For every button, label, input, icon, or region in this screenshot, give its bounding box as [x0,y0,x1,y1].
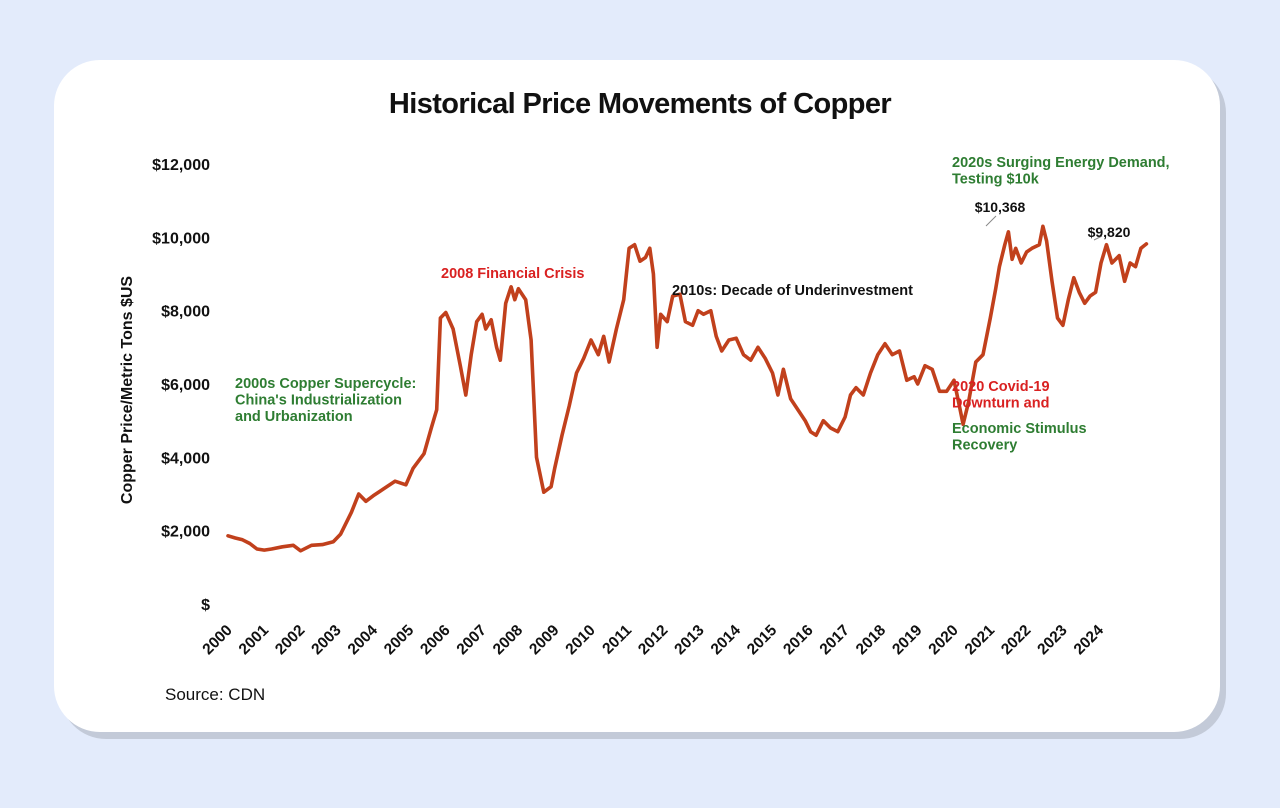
value-label-leader [985,215,997,227]
value-label: $10,368 [975,199,1026,215]
x-tick-label: 2014 [708,622,745,659]
x-tick-label: 2000 [199,622,235,658]
value-label-leader [1093,235,1103,241]
annotation-text: Downturn and [952,396,1049,412]
x-tick-label: 2003 [308,622,345,659]
x-tick-label: 2009 [526,622,563,659]
x-tick-label: 2011 [599,622,635,658]
x-tick-label: 2017 [817,622,853,658]
x-tick-label: 2010 [562,622,598,658]
x-tick-label: 2004 [345,622,382,659]
x-tick-label: 2018 [853,622,890,659]
x-tick-label: 2024 [1071,622,1108,659]
y-tick-label: $2,000 [161,524,210,541]
x-tick-label: 2012 [635,622,671,658]
annotation-text: 2020s Surging Energy Demand, [952,155,1170,171]
y-tick-label: $4,000 [161,450,210,467]
annotation-text: 2000s Copper Supercycle: [235,376,416,392]
annotation-text: China's Industrialization [235,393,402,409]
x-tick-label: 2002 [272,622,308,658]
x-tick-label: 2001 [236,622,273,659]
x-tick-label: 2020 [925,622,961,658]
chart-card [54,60,1220,732]
y-tick-label: $10,000 [152,230,210,247]
price-series-line [226,224,1149,553]
annotation-text: 2020 Covid-19 [952,379,1050,395]
x-tick-label: 2016 [780,622,817,659]
x-tick-label: 2019 [889,622,926,659]
x-tick-label: 2007 [454,622,490,658]
x-tick-label: 2013 [671,622,708,659]
x-tick-label: 2015 [744,622,781,659]
y-tick-label: $6,000 [161,377,210,394]
y-tick-label: $ [201,597,210,614]
y-tick-label: $12,000 [152,157,210,174]
annotation-text: Testing $10k [952,172,1040,188]
annotation-text: 2008 Financial Crisis [441,266,584,282]
value-label: $9,820 [1088,224,1131,240]
y-tick-label: $8,000 [161,304,210,321]
x-tick-label: 2022 [998,622,1034,658]
x-tick-label: 2023 [1034,622,1071,659]
y-axis-title: Copper Price/Metric Tons $US [119,276,136,505]
source-note: Source: CDN [165,685,266,704]
x-tick-label: 2008 [490,622,527,659]
annotation-text: and Urbanization [235,409,353,425]
x-tick-label: 2021 [962,622,999,659]
annotation-text: 2010s: Decade of Underinvestment [672,283,913,299]
annotation-text: Economic Stimulus [952,421,1087,437]
x-tick-label: 2005 [381,622,418,659]
chart-title: Historical Price Movements of Copper [388,88,892,120]
x-tick-label: 2006 [417,622,454,659]
annotation-text: Recovery [952,438,1017,454]
